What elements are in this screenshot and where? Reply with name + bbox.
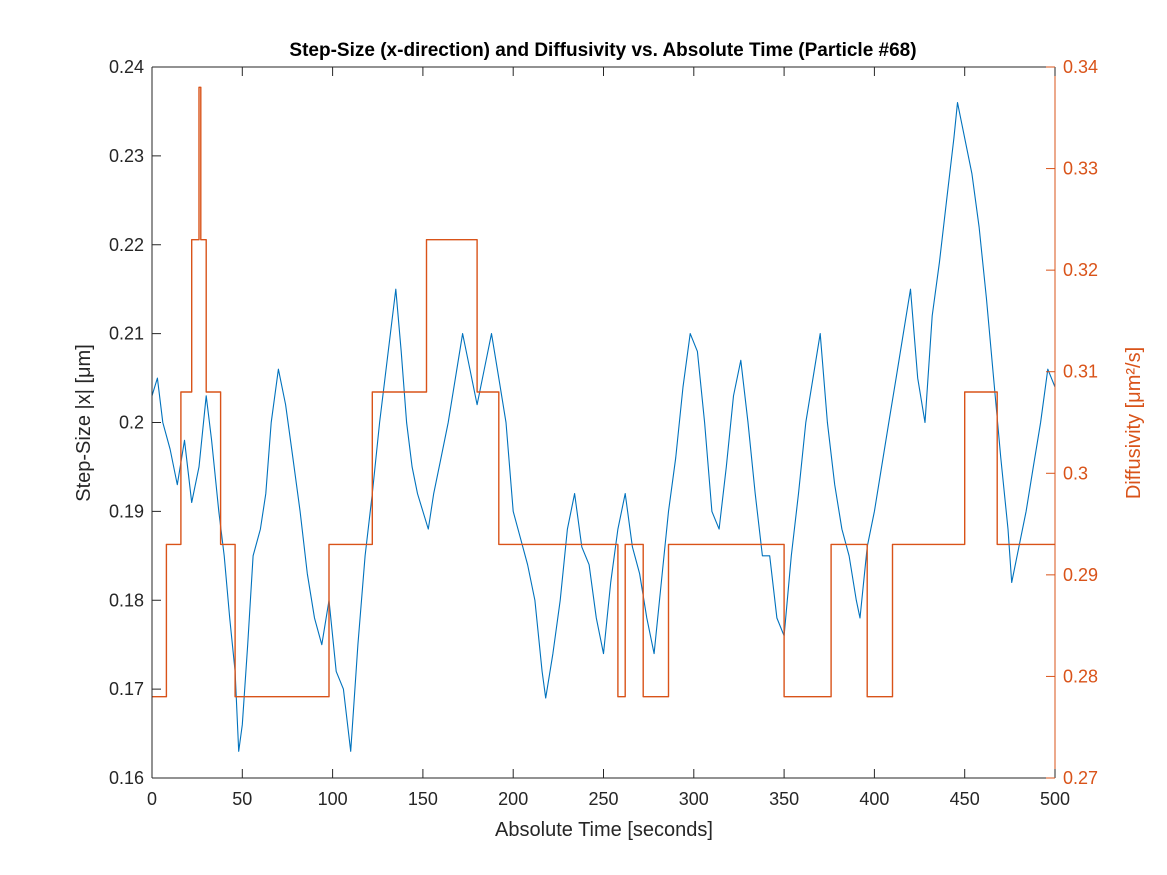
left-tick-label: 0.22 [109, 235, 144, 255]
left-tick-label: 0.21 [109, 324, 144, 344]
x-tick-label: 350 [769, 789, 799, 809]
left-tick-label: 0.23 [109, 146, 144, 166]
left-axis-label: Step-Size |x| [μm] [73, 344, 95, 502]
right-tick-label: 0.34 [1063, 57, 1098, 77]
chart-title: Step-Size (x-direction) and Diffusivity … [289, 40, 916, 61]
left-tick-label: 0.2 [119, 413, 144, 433]
x-tick-label: 300 [679, 789, 709, 809]
plot-frame [152, 67, 1055, 778]
step-size-series-line [151, 102, 1056, 752]
x-tick-label: 450 [950, 789, 980, 809]
right-tick-label: 0.3 [1063, 463, 1088, 483]
x-tick-label: 250 [588, 789, 618, 809]
x-tick-label: 100 [318, 789, 348, 809]
x-tick-label: 200 [498, 789, 528, 809]
x-tick-label: 500 [1040, 789, 1070, 809]
x-tick-label: 150 [408, 789, 438, 809]
right-tick-label: 0.32 [1063, 260, 1098, 280]
x-axis-label: Absolute Time [seconds] [495, 819, 713, 841]
left-tick-label: 0.18 [109, 590, 144, 610]
left-tick-label: 0.19 [109, 501, 144, 521]
right-tick-label: 0.31 [1063, 362, 1098, 382]
x-tick-label: 50 [232, 789, 252, 809]
left-tick-label: 0.16 [109, 768, 144, 788]
right-tick-label: 0.27 [1063, 768, 1098, 788]
left-tick-label: 0.24 [109, 57, 144, 77]
x-tick-label: 400 [859, 789, 889, 809]
right-axis-label: Diffusivity [μm²/s] [1123, 347, 1145, 499]
x-tick-label: 0 [147, 789, 157, 809]
diffusivity-series-line [152, 86, 1055, 698]
right-tick-label: 0.33 [1063, 159, 1098, 179]
right-tick-label: 0.29 [1063, 565, 1098, 585]
right-tick-label: 0.28 [1063, 666, 1098, 686]
left-tick-label: 0.17 [109, 679, 144, 699]
series-layer [151, 86, 1056, 752]
axes-layer: 0 50 100 150 200 250 300 350 400 450 500 0.16 0.17 0.… [109, 57, 1098, 809]
plot-area [152, 67, 1055, 778]
